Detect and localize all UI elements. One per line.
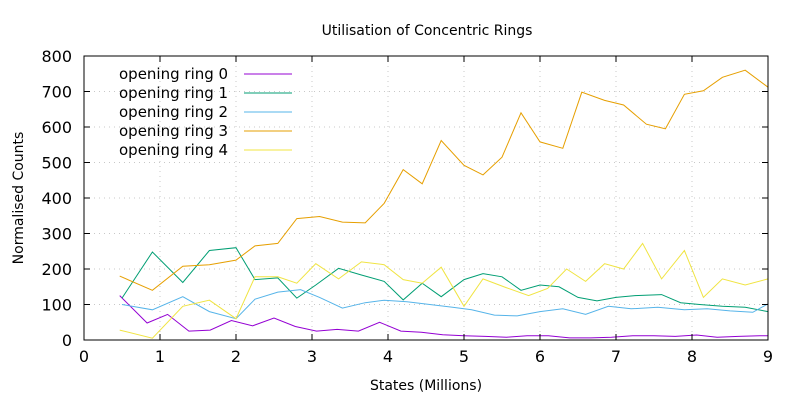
series-line-ring-1 bbox=[121, 247, 769, 313]
x-tick-label: 7 bbox=[611, 347, 621, 366]
x-tick-label: 1 bbox=[155, 347, 165, 366]
legend-label-ring-4: opening ring 4 bbox=[119, 141, 228, 159]
y-tick-label: 0 bbox=[62, 331, 72, 350]
x-axis-label: States (Millions) bbox=[370, 378, 482, 394]
grid bbox=[84, 56, 768, 340]
y-tick-label: 700 bbox=[41, 83, 72, 102]
series-line-ring-0 bbox=[119, 295, 768, 339]
x-tick-label: 4 bbox=[383, 347, 393, 366]
x-tick-label: 5 bbox=[459, 347, 469, 366]
series-line-ring-4 bbox=[119, 242, 769, 339]
y-axis-label: Normalised Counts bbox=[11, 132, 27, 265]
chart-title: Utilisation of Concentric Rings bbox=[322, 23, 533, 39]
series-line-ring-3 bbox=[119, 69, 769, 291]
legend-label-ring-2: opening ring 2 bbox=[119, 103, 228, 121]
legend-label-ring-3: opening ring 3 bbox=[119, 122, 228, 140]
y-tick-label: 400 bbox=[41, 189, 72, 208]
x-tick-label: 0 bbox=[79, 347, 89, 366]
x-tick-label: 8 bbox=[687, 347, 697, 366]
y-tick-label: 300 bbox=[41, 225, 72, 244]
y-tick-label: 200 bbox=[41, 260, 72, 279]
series-line-ring-2 bbox=[121, 289, 769, 320]
y-tick-label: 100 bbox=[41, 296, 72, 315]
legend-label-ring-0: opening ring 0 bbox=[119, 65, 228, 83]
x-tick-label: 9 bbox=[763, 347, 773, 366]
axis-ticks: 0 1 2 3 4 5 6 7 8 9 0 100 200 300 400 500 600 700 800 bbox=[41, 47, 773, 366]
legend-label-ring-1: opening ring 1 bbox=[119, 84, 228, 102]
x-tick-label: 2 bbox=[231, 347, 241, 366]
x-tick-label: 6 bbox=[535, 347, 545, 366]
y-tick-label: 500 bbox=[41, 154, 72, 173]
y-tick-label: 600 bbox=[41, 118, 72, 137]
series-lines bbox=[119, 69, 769, 339]
y-tick-label: 800 bbox=[41, 47, 72, 66]
x-tick-label: 3 bbox=[307, 347, 317, 366]
